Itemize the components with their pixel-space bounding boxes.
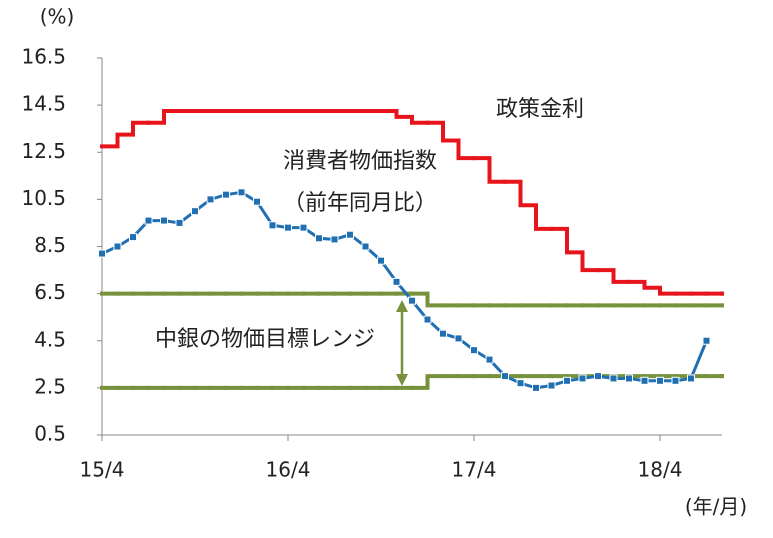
range-arrow (396, 300, 408, 386)
marker (687, 374, 695, 383)
marker (671, 376, 680, 385)
marker (578, 374, 587, 383)
marker (206, 195, 215, 204)
marker (98, 249, 106, 258)
marker (640, 376, 649, 385)
marker (470, 346, 478, 355)
marker (268, 221, 277, 230)
x-tick-label: 15/4 (80, 458, 125, 482)
marker (516, 379, 525, 388)
y-tick-label: 14.5 (21, 92, 66, 116)
marker (175, 218, 184, 227)
y-tick-label: 16.5 (21, 45, 66, 69)
series-label: 消費者物価指数 (283, 149, 437, 174)
marker (191, 207, 199, 216)
marker (392, 277, 401, 286)
marker (299, 223, 308, 232)
y-tick-label: 2.5 (34, 374, 66, 398)
marker (408, 296, 416, 305)
x-tick-label: 16/4 (266, 458, 311, 482)
marker (547, 381, 556, 390)
line (101, 190, 708, 390)
marker (330, 235, 339, 244)
marker (346, 230, 354, 239)
series-sublabel: （前年同月比） (283, 191, 437, 216)
marker (485, 355, 494, 364)
series-label: 政策金利 (496, 97, 584, 122)
marker (222, 190, 230, 199)
marker (315, 234, 323, 243)
marker (423, 315, 432, 324)
range-label: 中銀の物価目標レンジ (155, 327, 375, 352)
y-tick-label: 8.5 (34, 233, 66, 257)
marker (702, 336, 711, 345)
marker (284, 223, 292, 232)
y-tick-label: 12.5 (21, 139, 66, 163)
marker (439, 329, 447, 338)
marker (656, 376, 664, 385)
marker (377, 256, 385, 265)
marker (501, 372, 509, 381)
marker (609, 374, 618, 383)
marker (563, 376, 571, 385)
marker (253, 197, 261, 206)
marker (160, 216, 168, 225)
x-tick-label: 18/4 (638, 458, 683, 482)
marker (144, 216, 153, 225)
marker (361, 242, 370, 251)
marker (237, 188, 246, 197)
y-axis-label: (%) (40, 5, 75, 29)
marker (594, 372, 602, 381)
y-tick-label: 0.5 (34, 422, 66, 446)
x-tick-label: 17/4 (452, 458, 497, 482)
y-tick-label: 6.5 (34, 280, 66, 304)
marker (532, 383, 540, 392)
marker (454, 334, 463, 343)
marker (625, 374, 633, 383)
marker (129, 233, 137, 242)
y-tick-label: 4.5 (34, 327, 66, 351)
x-axis-label: (年/月) (685, 495, 747, 519)
marker (113, 242, 122, 251)
y-tick-label: 10.5 (21, 186, 66, 210)
